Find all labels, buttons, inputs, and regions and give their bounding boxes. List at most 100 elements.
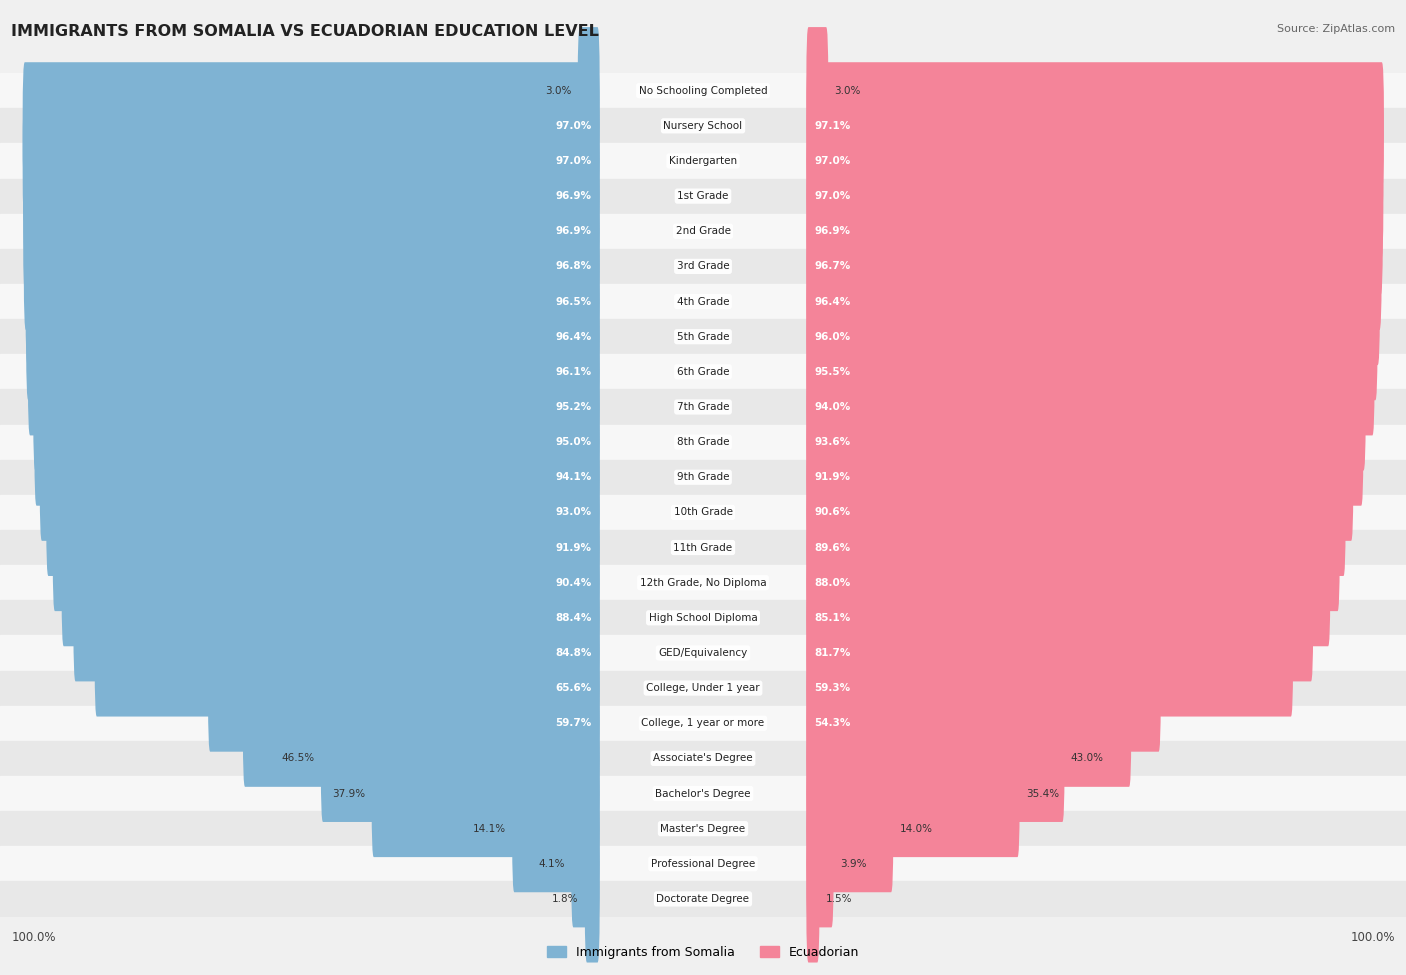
Text: 59.7%: 59.7% <box>555 719 592 728</box>
Text: 96.9%: 96.9% <box>555 226 592 236</box>
FancyBboxPatch shape <box>807 238 1379 366</box>
Bar <box>0 424 1406 459</box>
Text: 65.6%: 65.6% <box>555 683 592 693</box>
Text: 10th Grade: 10th Grade <box>673 507 733 518</box>
Bar <box>0 495 1406 530</box>
Bar <box>0 566 1406 601</box>
Bar <box>0 706 1406 741</box>
Text: 3.0%: 3.0% <box>835 86 860 96</box>
Bar <box>0 214 1406 249</box>
FancyBboxPatch shape <box>53 484 599 611</box>
Text: IMMIGRANTS FROM SOMALIA VS ECUADORIAN EDUCATION LEVEL: IMMIGRANTS FROM SOMALIA VS ECUADORIAN ED… <box>11 24 599 39</box>
FancyBboxPatch shape <box>807 168 1382 294</box>
Text: 54.3%: 54.3% <box>814 719 851 728</box>
FancyBboxPatch shape <box>321 695 599 822</box>
Text: 95.5%: 95.5% <box>814 367 851 376</box>
Bar <box>0 811 1406 846</box>
FancyBboxPatch shape <box>28 308 599 436</box>
Text: 84.8%: 84.8% <box>555 648 592 658</box>
Text: 97.0%: 97.0% <box>814 156 851 166</box>
Text: 43.0%: 43.0% <box>1071 754 1104 763</box>
FancyBboxPatch shape <box>73 554 599 682</box>
Text: 11th Grade: 11th Grade <box>673 542 733 553</box>
Bar <box>0 178 1406 214</box>
FancyBboxPatch shape <box>585 836 599 962</box>
Bar <box>0 354 1406 389</box>
FancyBboxPatch shape <box>34 378 599 506</box>
FancyBboxPatch shape <box>807 308 1375 436</box>
Text: 96.4%: 96.4% <box>555 332 592 341</box>
FancyBboxPatch shape <box>24 203 599 330</box>
Text: GED/Equivalency: GED/Equivalency <box>658 648 748 658</box>
FancyBboxPatch shape <box>94 589 599 717</box>
Text: No Schooling Completed: No Schooling Completed <box>638 86 768 96</box>
Bar <box>0 108 1406 143</box>
Bar <box>0 143 1406 178</box>
Text: College, Under 1 year: College, Under 1 year <box>647 683 759 693</box>
Text: 96.0%: 96.0% <box>814 332 851 341</box>
FancyBboxPatch shape <box>807 519 1330 646</box>
Text: 1st Grade: 1st Grade <box>678 191 728 201</box>
Text: 85.1%: 85.1% <box>814 613 851 623</box>
FancyBboxPatch shape <box>512 765 599 892</box>
FancyBboxPatch shape <box>25 238 599 366</box>
Bar <box>0 389 1406 424</box>
Text: 46.5%: 46.5% <box>281 754 315 763</box>
Text: Professional Degree: Professional Degree <box>651 859 755 869</box>
Text: 37.9%: 37.9% <box>332 789 366 799</box>
Text: 4.1%: 4.1% <box>538 859 565 869</box>
Text: 1.8%: 1.8% <box>553 894 578 904</box>
Text: 90.6%: 90.6% <box>814 507 851 518</box>
FancyBboxPatch shape <box>39 413 599 541</box>
Text: 96.1%: 96.1% <box>555 367 592 376</box>
FancyBboxPatch shape <box>22 98 599 224</box>
Text: 59.3%: 59.3% <box>814 683 851 693</box>
FancyBboxPatch shape <box>807 800 834 927</box>
FancyBboxPatch shape <box>807 133 1384 259</box>
Bar <box>0 881 1406 916</box>
Text: 97.0%: 97.0% <box>555 121 592 131</box>
Bar <box>0 249 1406 284</box>
FancyBboxPatch shape <box>46 448 599 576</box>
Text: 14.0%: 14.0% <box>900 824 932 834</box>
Text: 94.1%: 94.1% <box>555 472 592 483</box>
Text: 3rd Grade: 3rd Grade <box>676 261 730 271</box>
Text: 93.0%: 93.0% <box>555 507 592 518</box>
Bar <box>0 530 1406 566</box>
Text: 93.6%: 93.6% <box>814 437 851 448</box>
Text: Doctorate Degree: Doctorate Degree <box>657 894 749 904</box>
FancyBboxPatch shape <box>24 133 599 259</box>
Text: 94.0%: 94.0% <box>814 402 851 412</box>
Text: 100.0%: 100.0% <box>1350 931 1395 945</box>
FancyBboxPatch shape <box>807 203 1382 330</box>
Text: 97.1%: 97.1% <box>814 121 851 131</box>
Text: High School Diploma: High School Diploma <box>648 613 758 623</box>
FancyBboxPatch shape <box>807 27 828 154</box>
FancyBboxPatch shape <box>807 62 1384 189</box>
Text: Bachelor's Degree: Bachelor's Degree <box>655 789 751 799</box>
Bar <box>0 601 1406 636</box>
FancyBboxPatch shape <box>22 62 599 189</box>
Text: 91.9%: 91.9% <box>814 472 851 483</box>
FancyBboxPatch shape <box>807 836 820 962</box>
Bar <box>0 319 1406 354</box>
FancyBboxPatch shape <box>27 273 599 401</box>
FancyBboxPatch shape <box>807 589 1294 717</box>
FancyBboxPatch shape <box>807 98 1384 224</box>
FancyBboxPatch shape <box>807 660 1132 787</box>
Text: 95.2%: 95.2% <box>555 402 592 412</box>
Text: 95.0%: 95.0% <box>555 437 592 448</box>
FancyBboxPatch shape <box>807 413 1353 541</box>
FancyBboxPatch shape <box>62 519 599 646</box>
FancyBboxPatch shape <box>371 730 599 857</box>
FancyBboxPatch shape <box>807 730 1019 857</box>
FancyBboxPatch shape <box>34 343 599 471</box>
Text: 7th Grade: 7th Grade <box>676 402 730 412</box>
Bar <box>0 459 1406 495</box>
Text: 5th Grade: 5th Grade <box>676 332 730 341</box>
Text: 12th Grade, No Diploma: 12th Grade, No Diploma <box>640 577 766 588</box>
FancyBboxPatch shape <box>807 554 1313 682</box>
Legend: Immigrants from Somalia, Ecuadorian: Immigrants from Somalia, Ecuadorian <box>543 941 863 964</box>
Text: 1.5%: 1.5% <box>825 894 852 904</box>
Text: 4th Grade: 4th Grade <box>676 296 730 306</box>
